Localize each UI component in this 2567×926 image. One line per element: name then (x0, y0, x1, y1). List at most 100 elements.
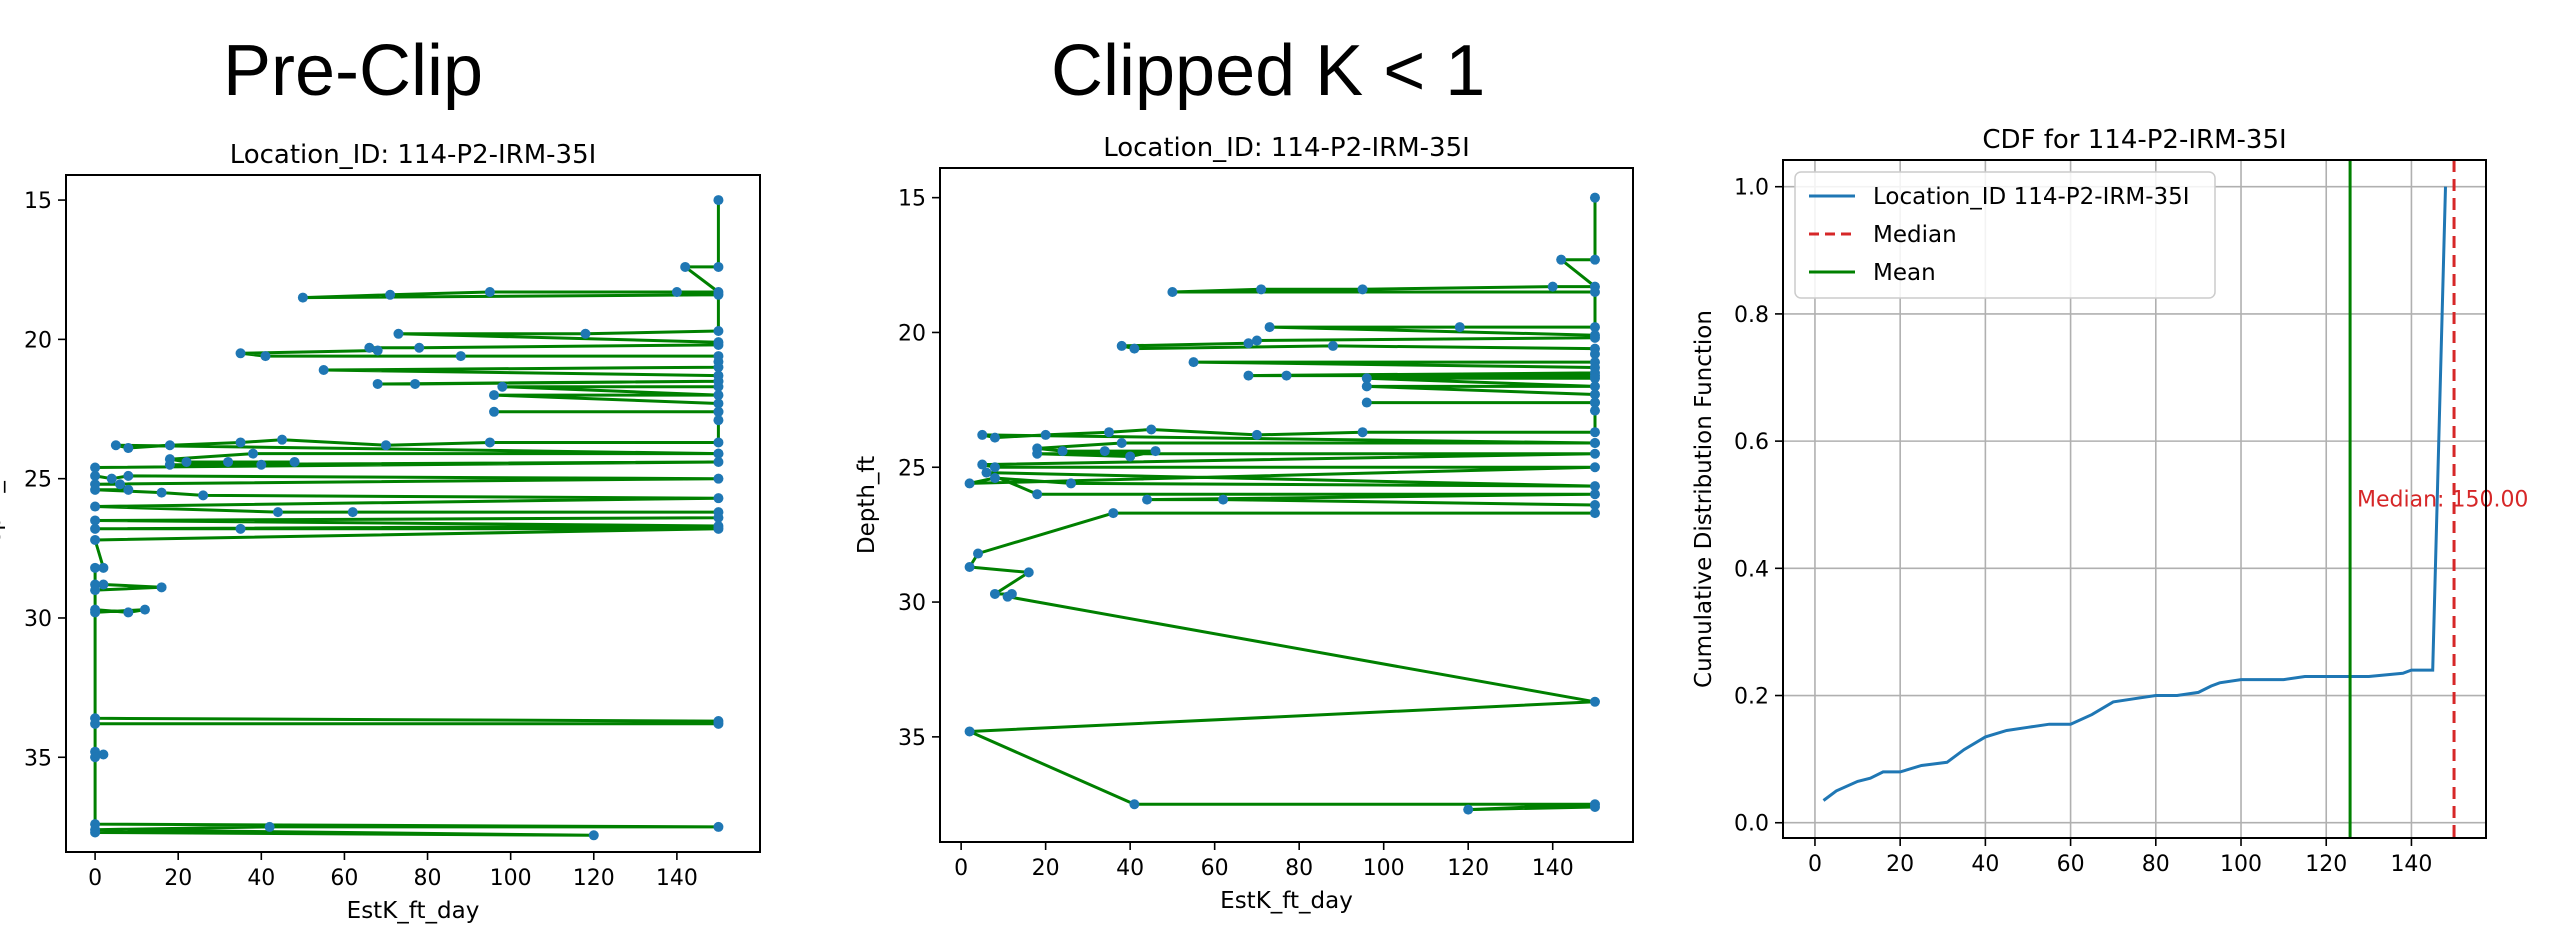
data-point (90, 523, 101, 534)
data-point (680, 261, 691, 272)
data-point (713, 381, 724, 392)
data-point (223, 456, 234, 467)
data-point (989, 462, 1000, 473)
x-tick-label: 20 (1032, 856, 1060, 881)
plot-frame (939, 167, 1634, 843)
x-tick-label: 0 (88, 866, 102, 891)
data-point (713, 289, 724, 300)
data-point (1589, 332, 1600, 343)
data-point (1057, 446, 1068, 457)
data-point (347, 507, 358, 518)
data-point (989, 432, 1000, 443)
data-point (1589, 381, 1600, 392)
data-point (1065, 478, 1076, 489)
chart-title: Location_ID: 114-P2-IRM-35I (1103, 133, 1470, 163)
data-point (1589, 462, 1600, 473)
x-tick-label: 40 (1116, 856, 1144, 881)
data-point (1357, 284, 1368, 295)
data-point (277, 434, 288, 445)
data-point (671, 287, 682, 298)
x-tick-label: 140 (1532, 856, 1574, 881)
x-tick-label: 100 (490, 866, 532, 891)
data-point (235, 348, 246, 359)
data-point (1281, 370, 1292, 381)
data-point (1357, 427, 1368, 438)
data-point (123, 470, 134, 481)
x-tick-label: 20 (1886, 852, 1914, 877)
data-point (1589, 489, 1600, 500)
data-point (1108, 508, 1119, 519)
data-point (1146, 424, 1157, 435)
data-point (964, 562, 975, 573)
data-point (713, 415, 724, 426)
data-point (1589, 696, 1600, 707)
data-point (1589, 322, 1600, 333)
x-tick-label: 0 (1808, 852, 1822, 877)
y-axis-label: Depth_ft (854, 456, 880, 554)
data-point (1129, 799, 1140, 810)
data-point (1032, 448, 1043, 459)
legend-box (1794, 171, 2216, 299)
data-point (1589, 254, 1600, 265)
data-point (981, 467, 992, 478)
x-tick-label: 80 (2142, 852, 2170, 877)
data-point (713, 523, 724, 534)
data-point (90, 484, 101, 495)
data-point (713, 493, 724, 504)
data-point (364, 342, 375, 353)
data-point (1589, 437, 1600, 448)
data-point (1142, 494, 1153, 505)
data-point (713, 456, 724, 467)
x-tick-label: 80 (414, 866, 442, 891)
x-tick-label: 120 (2305, 852, 2347, 877)
data-point (580, 328, 591, 339)
data-point (989, 473, 1000, 484)
data-point (484, 437, 495, 448)
data-point (713, 326, 724, 337)
y-tick-label: 0.6 (1734, 430, 1769, 455)
data-point (372, 378, 383, 389)
data-point (90, 607, 101, 618)
data-point (964, 726, 975, 737)
data-point (98, 579, 109, 590)
data-point (90, 827, 101, 838)
data-point (90, 501, 101, 512)
data-point (106, 473, 117, 484)
data-point (1023, 567, 1034, 578)
x-tick-label: 40 (247, 866, 275, 891)
data-point (484, 287, 495, 298)
data-point (977, 429, 988, 440)
data-point (1116, 340, 1127, 351)
median-annotation: Median: 150.00 (2357, 487, 2528, 512)
data-point (713, 390, 724, 401)
data-point (1251, 335, 1262, 346)
data-point (489, 390, 500, 401)
y-tick-label: 0.8 (1734, 303, 1769, 328)
data-point (1104, 427, 1115, 438)
plot-frame (65, 174, 761, 853)
data-point (198, 490, 209, 501)
data-point (1125, 451, 1136, 462)
data-point (1032, 489, 1043, 500)
data-point (497, 381, 508, 392)
data-point (1589, 349, 1600, 360)
cdf-series-line (1822, 186, 2447, 802)
data-point (156, 582, 167, 593)
chart-title: Location_ID: 114-P2-IRM-35I (230, 140, 597, 170)
data-point (713, 398, 724, 409)
legend-label: Mean (1873, 260, 1936, 286)
data-point (289, 456, 300, 467)
data-point (713, 718, 724, 729)
data-point (1150, 446, 1161, 457)
chart-title: CDF for 114-P2-IRM-35I (1982, 125, 2286, 155)
data-point (164, 459, 175, 470)
data-point (235, 523, 246, 534)
data-point (1589, 405, 1600, 416)
data-point (1589, 500, 1600, 510)
data-point (1099, 446, 1110, 457)
data-point (90, 462, 101, 473)
data-point (1264, 322, 1275, 333)
data-point (455, 351, 466, 362)
x-tick-label: 60 (330, 866, 358, 891)
data-point (1589, 192, 1600, 203)
